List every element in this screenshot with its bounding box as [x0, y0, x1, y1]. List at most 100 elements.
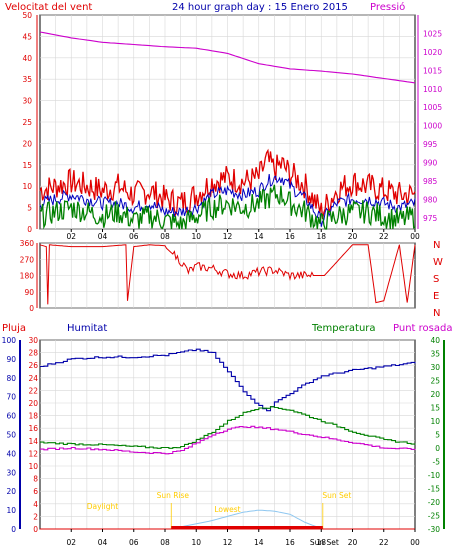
compass-label: W — [433, 257, 443, 268]
x-tick-label: 18 — [316, 232, 326, 241]
direction-series — [39, 244, 416, 305]
humidity-tick-label: 0 — [11, 525, 16, 534]
pressure-tick-label: 1020 — [423, 48, 442, 57]
temperature-tick-label: 15 — [430, 404, 440, 413]
direction-tick-label: 0 — [29, 304, 34, 313]
temperature-line — [40, 406, 416, 449]
compass-label: N — [433, 308, 440, 319]
rain-tick-label: 0 — [33, 525, 38, 534]
pressure-tick-label: 1005 — [423, 103, 442, 112]
humidity-label: Humitat — [67, 323, 107, 334]
pressure-tick-label: 995 — [423, 140, 438, 149]
compass-label: N — [433, 240, 440, 251]
temperature-tick-label: -20 — [428, 498, 440, 507]
header-date-title: 24 hour graph day : 15 Enero 2015 — [172, 2, 348, 13]
temperature-tick-label: 5 — [435, 431, 440, 440]
wind-series — [39, 148, 416, 230]
x-tick-label: 12 — [223, 232, 233, 241]
x-tick-label: 08 — [160, 232, 170, 241]
wind-line-gust — [39, 174, 416, 227]
temperature-tick-label: 0 — [435, 444, 440, 453]
rain-tick-label: 14 — [28, 437, 38, 446]
temperature-tick-label: -25 — [428, 512, 440, 521]
x-tick-label: 18 — [316, 538, 326, 547]
x-tick-label: 20 — [348, 232, 358, 241]
wind-tick-label: 30 — [22, 97, 32, 106]
bottom-sunset-label: Sun Set — [310, 538, 339, 547]
rain-tick-label: 30 — [28, 336, 38, 345]
rain-tick-label: 8 — [33, 475, 38, 484]
rain-tick-label: 22 — [28, 386, 38, 395]
rain-tick-label: 4 — [33, 500, 38, 509]
rain-tick-label: 20 — [28, 399, 38, 408]
direction-tick-label: 180 — [20, 272, 35, 281]
pressure-tick-label: 985 — [423, 177, 438, 186]
pressure-line — [39, 31, 416, 84]
x-tick-label: 12 — [223, 538, 233, 547]
humidity-tick-label: 30 — [6, 468, 16, 477]
humidity-tick-label: 60 — [6, 412, 16, 421]
humidity-tick-label: 70 — [6, 393, 16, 402]
x-tick-label: 06 — [129, 538, 139, 547]
wind-line-gust-low — [39, 184, 416, 230]
pressure-tick-label: 975 — [423, 214, 438, 223]
rain-tick-label: 12 — [28, 449, 38, 458]
humidity-tick-label: 50 — [6, 431, 16, 440]
humidity-tick-label: 90 — [6, 355, 16, 364]
pressure-series — [39, 31, 416, 84]
humidity-tick-label: 40 — [6, 449, 16, 458]
rain-tick-label: 18 — [28, 412, 38, 421]
rain-tick-label: 2 — [33, 512, 38, 521]
rain-tick-label: 24 — [28, 374, 38, 383]
wind-tick-label: 15 — [22, 161, 32, 170]
pressure-tick-label: 1000 — [423, 122, 442, 131]
direction-line — [39, 244, 416, 305]
compass-label: E — [433, 291, 439, 302]
x-tick-label: 00 — [410, 538, 420, 547]
humidity-tick-label: 10 — [6, 506, 16, 515]
wind-line-Velocitat del vent — [39, 148, 416, 220]
solar-curve — [171, 509, 323, 530]
wind-tick-label: 40 — [22, 54, 32, 63]
x-tick-label: 16 — [285, 538, 295, 547]
x-tick-label: 16 — [285, 232, 295, 241]
header-pressure-title: Pressió — [370, 1, 405, 13]
x-tick-label: 02 — [66, 232, 76, 241]
rain-tick-label: 10 — [28, 462, 38, 471]
wind-tick-label: 5 — [27, 204, 32, 213]
pressure-tick-label: 1015 — [423, 66, 442, 75]
rain-tick-label: 28 — [28, 349, 38, 358]
compass-label: S — [433, 274, 439, 285]
temperature-tick-label: -10 — [428, 471, 440, 480]
x-tick-label: 14 — [254, 538, 264, 547]
pressure-tick-label: 990 — [423, 159, 438, 168]
x-tick-label: 20 — [348, 538, 358, 547]
wind-tick-label: 0 — [27, 225, 32, 234]
humidity-tick-label: 80 — [6, 374, 16, 383]
header-wind-title: Velocitat del vent — [5, 2, 92, 13]
temperature-tick-label: -15 — [428, 485, 440, 494]
humidity-line — [40, 348, 416, 412]
temperature-tick-label: 30 — [430, 363, 440, 372]
x-tick-label: 10 — [191, 232, 201, 241]
x-tick-label: 00 — [410, 232, 420, 241]
wind-tick-label: 35 — [22, 75, 32, 84]
direction-tick-label: 360 — [20, 239, 35, 248]
wind-tick-label: 45 — [22, 32, 32, 41]
x-tick-label: 04 — [98, 232, 108, 241]
sunrise-label: Sun Rise — [157, 491, 190, 500]
daylight-label: Daylight — [87, 502, 118, 511]
humidity-tick-label: 20 — [6, 487, 16, 496]
x-tick-label: 04 — [98, 538, 108, 547]
temperature-tick-label: 35 — [430, 350, 440, 359]
x-tick-label: 10 — [191, 538, 201, 547]
rain-tick-label: 26 — [28, 361, 38, 370]
wind-tick-label: 50 — [22, 11, 32, 20]
wind-tick-label: 10 — [22, 182, 32, 191]
x-tick-label: 08 — [160, 538, 170, 547]
temperature-tick-label: 25 — [430, 377, 440, 386]
dewpoint-label: Punt rosada — [393, 323, 452, 334]
pressure-tick-label: 1025 — [423, 29, 442, 38]
humidity-tick-label: 100 — [2, 336, 17, 345]
direction-tick-label: 90 — [24, 288, 34, 297]
